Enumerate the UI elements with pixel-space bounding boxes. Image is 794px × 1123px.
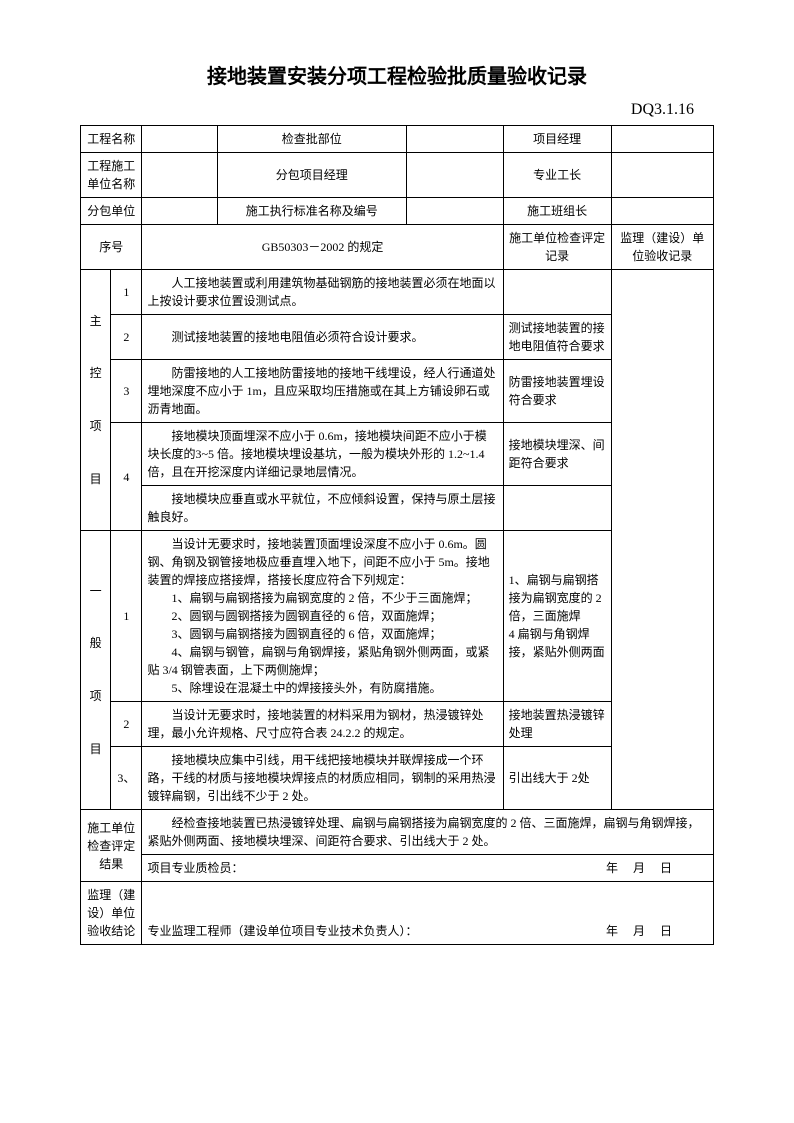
yb-c1: 1、扁钢与扁钢搭接为扁钢宽度的 2 倍，三面施焊 4 扁钢与角钢焊接，紧贴外侧两… <box>503 531 611 702</box>
col-seq: 序号 <box>81 225 142 270</box>
yb-n2: 2 <box>111 702 142 747</box>
hdr-batch-val <box>406 126 503 153</box>
hdr-unit-val <box>142 153 217 198</box>
zk-c1 <box>503 270 611 315</box>
f1-label: 施工单位检查评定结果 <box>81 810 142 882</box>
yb-t1: 当设计无要求时，接地装置顶面埋设深度不应小于 0.6m。圆钢、角钢及钢管接地极应… <box>142 531 503 702</box>
zk-c5 <box>503 486 611 531</box>
yb-t2: 当设计无要求时，接地装置的材料采用为钢材，热浸镀锌处理，最小允许规格、尺寸应符合… <box>142 702 503 747</box>
hdr-team-label: 施工班组长 <box>503 198 611 225</box>
yb-n3: 3、 <box>111 747 142 810</box>
zhukong-label: 主控项目 <box>81 270 111 531</box>
hdr-sub-val <box>142 198 217 225</box>
zk-t1: 人工接地装置或利用建筑物基础钢筋的接地装置必须在地面以上按设计要求位置设测试点。 <box>142 270 503 315</box>
f2-sigrow: 专业监理工程师（建设单位项目专业技术负责人）： 年 月 日 <box>142 882 714 945</box>
yb-c2: 接地装置热浸镀锌处理 <box>503 702 611 747</box>
zk-t4: 接地模块顶面埋深不应小于 0.6m，接地模块间距不应小于模块长度的3~5 倍。接… <box>142 423 503 486</box>
hdr-sub-label: 分包单位 <box>81 198 142 225</box>
yiban-label: 一般项目 <box>81 531 111 810</box>
yb-t1-l1: 1、扁钢与扁钢搭接为扁钢宽度的 2 倍，不少于三面施焊； <box>147 589 497 607</box>
yb-t1-l5: 5、除埋设在混凝土中的焊接接头外，有防腐措施。 <box>147 679 497 697</box>
zk-n3: 3 <box>111 360 142 423</box>
hdr-foreman-val <box>611 153 714 198</box>
f1-sig: 项目专业质检员： <box>147 861 243 875</box>
zk-t5: 接地模块应垂直或水平就位，不应倾斜设置，保持与原土层接触良好。 <box>142 486 503 531</box>
hdr-std-label: 施工执行标准名称及编号 <box>217 198 406 225</box>
hdr-team-val <box>611 198 714 225</box>
f1-date: 年 月 日 <box>606 859 708 877</box>
hdr-unit-label: 工程施工单位名称 <box>81 153 142 198</box>
f1-sigrow: 项目专业质检员： 年 月 日 <box>142 855 714 882</box>
f2-label: 监理（建设）单位验收结论 <box>81 882 142 945</box>
hdr-subpm-val <box>406 153 503 198</box>
hdr-std-val <box>406 198 503 225</box>
doc-title: 接地装置安装分项工程检验批质量验收记录 <box>80 60 714 89</box>
yb-t1-l3: 3、圆钢与扁钢搭接为圆钢直径的 6 倍，双面施焊； <box>147 625 497 643</box>
zk-t3: 防雷接地的人工接地防雷接地的接地干线埋设，经人行通道处埋地深度不应小于 1m，且… <box>142 360 503 423</box>
hdr-subpm-label: 分包项目经理 <box>217 153 406 198</box>
hdr-project-name-label: 工程名称 <box>81 126 142 153</box>
zk-c2: 测试接地装置的接地电阻值符合要求 <box>503 315 611 360</box>
zk-c3: 防雷接地装置埋设符合要求 <box>503 360 611 423</box>
zk-t2: 测试接地装置的接地电阻值必须符合设计要求。 <box>142 315 503 360</box>
col-super: 监理（建设）单位验收记录 <box>611 225 714 270</box>
f2-sig: 专业监理工程师（建设单位项目专业技术负责人）： <box>147 924 417 938</box>
yb-t1-p1: 当设计无要求时，接地装置顶面埋设深度不应小于 0.6m。圆钢、角钢及钢管接地极应… <box>147 535 497 589</box>
yb-t1-l2: 2、圆钢与圆钢搭接为圆钢直径的 6 倍，双面施焊； <box>147 607 497 625</box>
col-check: 施工单位检查评定记录 <box>503 225 611 270</box>
f2-date: 年 月 日 <box>606 922 708 940</box>
zk-c4: 接地模块埋深、间距符合要求 <box>503 423 611 486</box>
hdr-pm-val <box>611 126 714 153</box>
zk-n4: 4 <box>111 423 142 531</box>
hdr-foreman-label: 专业工长 <box>503 153 611 198</box>
super-col <box>611 270 714 810</box>
hdr-batch-label: 检查批部位 <box>217 126 406 153</box>
f1-text: 经检查接地装置已热浸镀锌处理、扁钢与扁钢搭接为扁钢宽度的 2 倍、三面施焊，扁钢… <box>142 810 714 855</box>
doc-code: DQ3.1.16 <box>80 101 714 119</box>
hdr-project-name-val <box>142 126 217 153</box>
zk-n2: 2 <box>111 315 142 360</box>
yb-c3: 引出线大于 2处 <box>503 747 611 810</box>
hdr-pm-label: 项目经理 <box>503 126 611 153</box>
zk-n1: 1 <box>111 270 142 315</box>
main-table: 工程名称 检查批部位 项目经理 工程施工单位名称 分包项目经理 专业工长 分包单… <box>80 125 714 945</box>
yb-t1-l4: 4、扁钢与钢管，扁钢与角钢焊接，紧贴角钢外侧两面，或紧贴 3/4 钢管表面，上下… <box>147 643 497 679</box>
col-spec: GB50303－2002 的规定 <box>142 225 503 270</box>
yb-t3: 接地模块应集中引线，用干线把接地模块并联焊接成一个环路，干线的材质与接地模块焊接… <box>142 747 503 810</box>
yb-n1: 1 <box>111 531 142 702</box>
